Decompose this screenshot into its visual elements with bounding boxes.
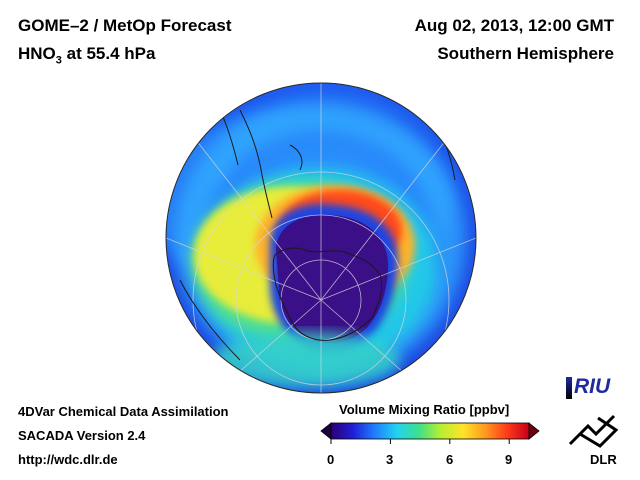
vortex-core: [276, 214, 389, 344]
dlr-logo-text: DLR: [590, 452, 617, 467]
colorbar-title: Volume Mixing Ratio [ppbv]: [339, 402, 510, 417]
colorbar-tick-0: 0: [327, 452, 335, 467]
colorbar-gradient: [330, 422, 530, 440]
colorbar-tick-6: 6: [446, 452, 454, 467]
band-lower: [210, 332, 400, 388]
footer-line-1: 4DVar Chemical Data Assimilation: [18, 404, 229, 419]
footer-line-2: SACADA Version 2.4: [18, 428, 146, 443]
riu-logo: RIU: [566, 375, 610, 399]
map-title: GOME–2 / MetOp Forecast: [18, 16, 232, 35]
species-label: HNO3 at 55.4 hPa: [18, 44, 156, 67]
riu-mark-icon: [566, 377, 572, 399]
colorbar-tick-3: 3: [386, 452, 394, 467]
colorbar-tick-9: 9: [505, 452, 513, 467]
colorbar-left-arrow: [320, 422, 332, 440]
colorbar: [320, 422, 540, 444]
date-label: Aug 02, 2013, 12:00 GMT: [414, 16, 614, 35]
globe-outline: [165, 82, 477, 394]
globe: [166, 83, 476, 393]
graticule: [166, 83, 476, 393]
footer-url[interactable]: http://wdc.dlr.de: [18, 452, 118, 467]
region-label: Southern Hemisphere: [437, 44, 614, 63]
colorbar-right-arrow: [528, 422, 540, 440]
dlr-logo-icon: [568, 414, 619, 448]
